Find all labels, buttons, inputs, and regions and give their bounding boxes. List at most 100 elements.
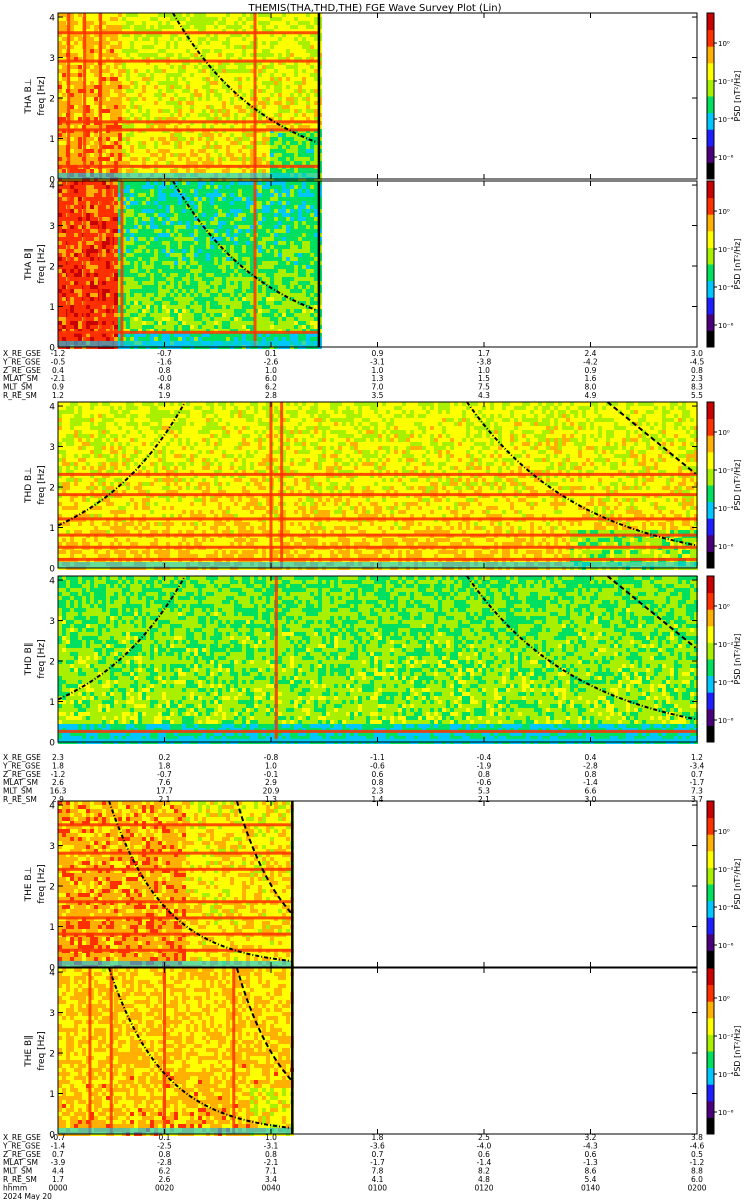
spike-line [67, 13, 70, 179]
colorbar-tick-label: 10⁻² [718, 467, 734, 475]
ephemeris-value: 2.1 [159, 795, 171, 804]
ephemeris-value: 1.2 [52, 391, 64, 400]
y-tick-label: 3 [49, 222, 55, 232]
y-tick-label: 2 [49, 1050, 55, 1060]
spike-line [110, 968, 113, 1134]
colorbar-tick-label: 10⁻² [718, 641, 734, 649]
colorbar-tick-label: 10⁰ [718, 208, 730, 216]
colorbar-tick-label: 10⁻⁴ [718, 904, 734, 912]
freq-line [58, 868, 292, 871]
freq-line [58, 120, 319, 123]
colorbar-tick-label: 10⁻⁶ [718, 543, 734, 551]
spike-line [254, 181, 257, 347]
colorbar-tick-label: 10⁻⁴ [718, 679, 734, 687]
spike-line [270, 402, 273, 568]
y-tick-label: 3 [49, 443, 55, 453]
colorbar-tick-label: 10⁻⁶ [718, 942, 734, 950]
y-tick-label: 4 [49, 577, 55, 587]
ephemeris-value: 3.7 [691, 795, 703, 804]
y-tick-label: 4 [49, 969, 55, 979]
y-tick-label: 2 [49, 95, 55, 105]
colorbar-tick-label: 10⁻² [718, 78, 734, 86]
colorbar-tick-label: 10⁻² [718, 866, 734, 874]
freq-line [58, 60, 319, 63]
colorbar-label: PSD [nT²/Hz] [733, 634, 742, 685]
colorbar-tick-label: 10⁻⁶ [718, 1109, 734, 1117]
panel-label: THA B⊥ [24, 78, 34, 114]
y-tick-label: 3 [49, 54, 55, 64]
freq-line [58, 900, 292, 903]
ephemeris-value: 1.4 [372, 795, 384, 804]
colorbar-tick-label: 10⁻⁶ [718, 154, 734, 162]
freq-line [58, 933, 292, 936]
colorbar: 10⁰ 10⁻² 10⁻⁴ 10⁻⁶ PSD [nT²/Hz] [707, 13, 742, 180]
chart-title: THEMIS(THA,THD,THE) FGE Wave Survey Plot… [247, 3, 501, 14]
freq-axis-label: freq [Hz] [37, 244, 47, 283]
colorbar-tick-label: 10⁻² [718, 1033, 734, 1041]
spike-line [232, 968, 235, 1134]
colorbar-label: PSD [nT²/Hz] [733, 71, 742, 122]
colorbar-tick-label: 10⁻⁶ [718, 322, 734, 330]
freq-line [58, 165, 319, 168]
y-tick-label: 3 [49, 842, 55, 852]
ephemeris-block: X_RE_GSE -0.7 0.1 1.0 1.8 2.5 3.2 3.8Y_RE_GSE -1… [2, 1133, 707, 1200]
colorbar-tick-label: 10⁰ [718, 429, 730, 437]
colorbar-tick-label: 10⁰ [718, 40, 730, 48]
spike-line [280, 402, 283, 568]
spike-line [83, 13, 86, 179]
ephemeris-value: 0120 [474, 1183, 493, 1192]
colorbar: 10⁰ 10⁻² 10⁻⁴ 10⁻⁶ PSD [nT²/Hz] [707, 968, 742, 1135]
spike-line [254, 13, 257, 179]
ephemeris-value: 0200 [687, 1183, 706, 1192]
ephemeris-value: 1.3 [265, 795, 277, 804]
colorbar-tick-label: 10⁰ [718, 995, 730, 1003]
freq-line [58, 852, 292, 855]
freq-axis-label: freq [Hz] [37, 1031, 47, 1070]
ephemeris-block: X_RE_GSE -1.2 -0.7 0.1 0.9 1.7 2.4 3.0Y_RE_GSE -… [2, 349, 705, 400]
ephemeris-value: 3.5 [372, 391, 384, 400]
spike-line [99, 181, 102, 347]
spike-line [83, 181, 86, 347]
spike-line [163, 968, 166, 1134]
y-tick-label: 1 [49, 303, 55, 313]
y-tick-label: 1 [49, 135, 55, 145]
colorbar-tick-label: 10⁻⁴ [718, 116, 734, 124]
freq-line [58, 517, 697, 520]
freq-line [58, 730, 697, 733]
y-tick-label: 1 [49, 698, 55, 708]
colorbar-label: PSD [nT²/Hz] [733, 1026, 742, 1077]
colorbar-tick-label: 10⁻⁴ [718, 284, 734, 292]
freq-line [58, 128, 319, 131]
colorbar-label: PSD [nT²/Hz] [733, 239, 742, 290]
y-tick-label: 1 [49, 524, 55, 534]
y-tick-label: 2 [49, 484, 55, 494]
panel-label: THD B∥ [24, 643, 34, 677]
colorbar-tick-label: 10⁻⁴ [718, 1071, 734, 1079]
freq-line [58, 331, 319, 334]
spike-line [275, 576, 278, 742]
freq-line [58, 493, 697, 496]
freq-line [58, 558, 697, 561]
ephemeris-value: 0100 [368, 1183, 387, 1192]
colorbar-tick-label: 10⁰ [718, 603, 730, 611]
y-tick-label: 4 [49, 182, 55, 192]
ephemeris-value: 2.1 [478, 795, 490, 804]
freq-line [58, 31, 319, 34]
ephemeris-block: X_RE_GSE 2.3 0.2 -0.8 -1.1 -0.4 0.4 1.2Y_RE_GSE… [2, 753, 705, 804]
y-tick-label: 4 [49, 14, 55, 24]
colorbar-tick-label: 10⁰ [718, 828, 730, 836]
freq-line [58, 546, 697, 549]
ephemeris-label: R_RE_SM [3, 795, 37, 804]
y-tick-label: 2 [49, 883, 55, 893]
freq-axis-label: freq [Hz] [37, 465, 47, 504]
panel-label: THA B∥ [24, 248, 34, 281]
ephemeris-value: 5.5 [691, 391, 703, 400]
